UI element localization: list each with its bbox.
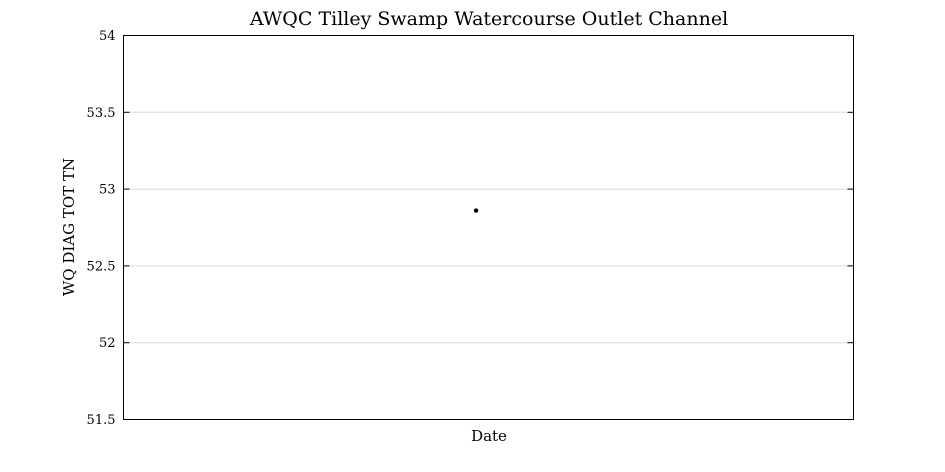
y-tick-label: 52 [99,336,116,351]
y-tick-label: 54 [99,29,116,44]
chart-title: AWQC Tilley Swamp Watercourse Outlet Cha… [249,8,728,30]
x-axis-label: Date [471,427,507,445]
y-tick-label: 51.5 [87,413,116,428]
data-points [473,208,479,213]
y-ticks: 51.5 52 52.5 53 53.5 54 [87,29,854,428]
plot-area [123,35,854,420]
y-tick-label: 52.5 [87,259,116,274]
grid-lines [123,111,854,344]
y-axis-label: WQ DIAG TOT TN [60,158,78,296]
data-point [473,208,479,213]
y-tick-label: 53 [99,183,116,198]
y-tick-label: 53.5 [87,106,116,121]
